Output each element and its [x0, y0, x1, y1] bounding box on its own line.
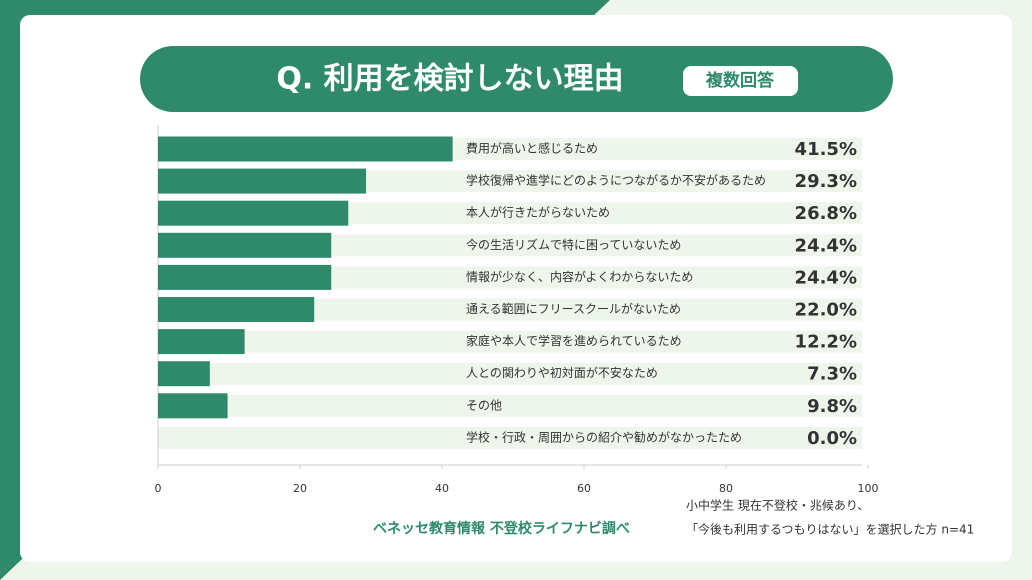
value-label: 7.3%	[807, 364, 857, 385]
bar	[158, 297, 315, 322]
x-tick-label: 20	[293, 482, 307, 495]
source: ベネッセ教育情報 不登校ライフナビ調べ	[373, 520, 630, 537]
value-label: 22.0%	[795, 300, 857, 321]
row-stripe	[158, 234, 862, 257]
value-label: 26.8%	[795, 203, 857, 224]
x-tick-label: 100	[858, 482, 879, 495]
category-label: 今の生活リズムで特に困っていないため	[466, 237, 681, 252]
bar	[158, 264, 332, 290]
x-tick-label: 80	[719, 482, 733, 495]
category-label: 通える範囲にフリースクールがないため	[466, 301, 681, 316]
bar	[158, 393, 228, 419]
row-stripe	[158, 330, 862, 353]
row-stripe	[158, 266, 862, 289]
tag: 複数回答	[705, 70, 775, 91]
value-label: 0.0%	[807, 428, 857, 449]
x-tick-label: 0	[155, 482, 162, 495]
tag-badge	[683, 66, 798, 96]
category-label: 人との関わりや初対面が不安なため	[466, 365, 658, 380]
value-label: 41.5%	[795, 139, 857, 160]
row-stripe	[158, 426, 862, 449]
category-label: 情報が少なく、内容がよくわからないため	[466, 269, 693, 284]
category-label: 学校復帰や進学にどのようにつながるか不安があるため	[466, 173, 766, 188]
category-label: 学校・行政・周囲からの紹介や勧めがなかったため	[466, 429, 742, 444]
value-label: 24.4%	[795, 235, 857, 256]
note-line: 小中学生 現在不登校・兆候あり、	[686, 498, 869, 513]
category-label: 本人が行きたがらないため	[466, 205, 610, 220]
x-tick-label: 60	[577, 482, 591, 495]
bar	[158, 329, 245, 355]
note-line: 「今後も利用するつもりはない」を選択した方 n=41	[686, 522, 974, 537]
chart-title: Q. 利用を検討しない理由	[276, 62, 623, 97]
category-label: 費用が高いと感じるため	[466, 141, 598, 156]
bar	[158, 361, 210, 387]
bar	[158, 200, 349, 226]
value-label: 29.3%	[795, 171, 857, 192]
value-label: 24.4%	[795, 267, 857, 288]
row-stripe	[158, 394, 862, 417]
category-label: その他	[466, 398, 502, 412]
bar	[158, 136, 453, 162]
row-stripe	[158, 362, 862, 385]
value-label: 9.8%	[807, 396, 857, 417]
x-tick-label: 40	[435, 482, 449, 495]
bar	[158, 168, 367, 194]
row-stripe	[158, 298, 862, 321]
value-label: 12.2%	[795, 332, 857, 353]
category-label: 家庭や本人で学習を進められているため	[466, 333, 682, 348]
bar	[158, 232, 332, 258]
